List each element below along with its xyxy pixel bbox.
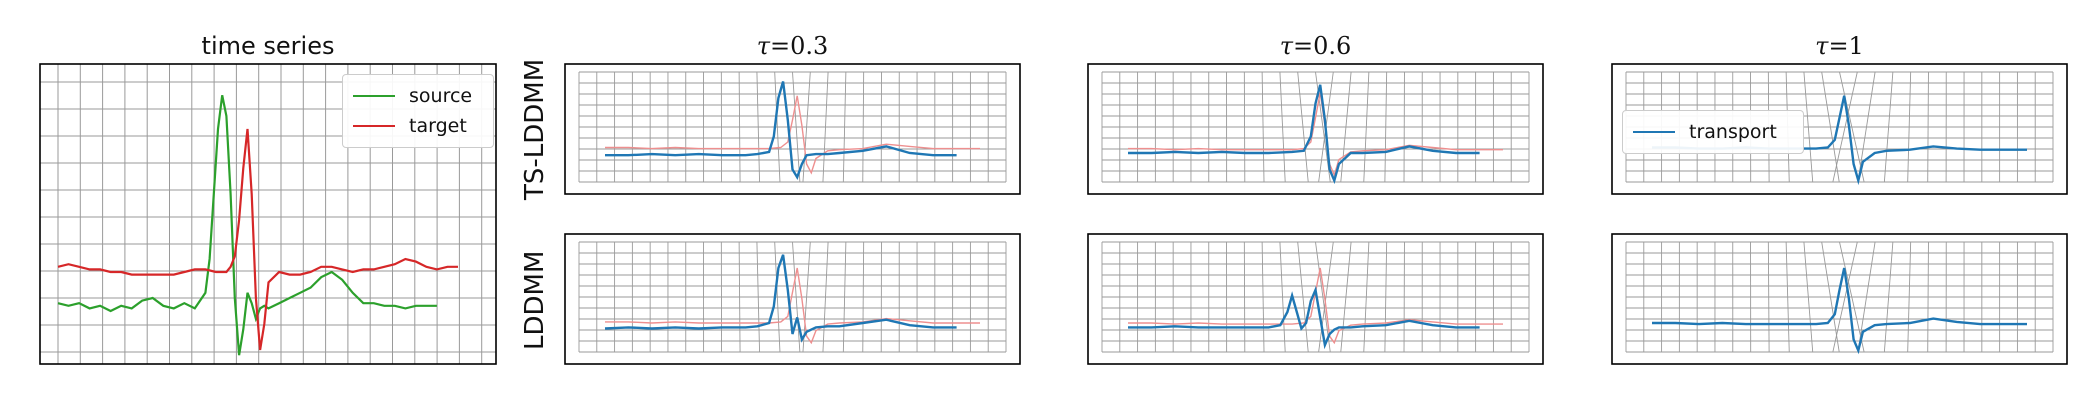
chart-plot-area-ts-lddmm-0.3 [578, 71, 1007, 183]
series-line-transport [604, 254, 957, 343]
chart-plot-area-lddmm-0.6 [1101, 241, 1530, 353]
tau-value: =1 [1828, 32, 1864, 60]
chart-plot-area-lddmm-1 [1625, 241, 2054, 355]
chart-lddmm-0.6 [1087, 233, 1544, 365]
chart-lddmm-0.3 [564, 233, 1021, 365]
legend-swatch-transport [1633, 131, 1675, 133]
legend-label-target: target [409, 115, 467, 137]
chart-frame-ts-lddmm-1 [1611, 63, 2068, 195]
chart-title-time-series: time series [201, 32, 335, 60]
legend-transport: transport [1622, 110, 1804, 154]
chart-title-tau-0.6: τ=0.6 [1088, 32, 1543, 66]
chart-frame-lddmm-1 [1611, 233, 2068, 365]
tau-symbol: τ [1815, 32, 1829, 60]
chart-frame-lddmm-0.6 [1087, 233, 1544, 365]
tau-symbol: τ [756, 32, 770, 60]
chart-title-tau-1: τ=1 [1612, 32, 2067, 66]
grid-lddmm-1 [1625, 241, 2054, 353]
grid-ts-lddmm-1 [1625, 71, 2054, 183]
chart-plot-area-ts-lddmm-0.6 [1101, 71, 1530, 185]
chart-plot-area-lddmm-0.3 [578, 241, 1007, 353]
chart-frame-ts-lddmm-0.3 [564, 63, 1021, 195]
series-line-target [605, 95, 980, 175]
grid-lddmm-0.6 [1101, 241, 1530, 353]
chart-title-tau-0.3: τ=0.3 [565, 32, 1020, 66]
series-line-transport [1128, 84, 1480, 185]
tau-value: =0.6 [1293, 32, 1352, 60]
chart-lddmm-1 [1611, 233, 2068, 365]
series-line-source [57, 94, 437, 356]
legend-swatch-target [353, 125, 395, 127]
series-line-target [57, 128, 458, 351]
tau-value: =0.3 [770, 32, 829, 60]
chart-frame-lddmm-0.3 [564, 233, 1021, 365]
chart-ts-lddmm-0.3 [564, 63, 1021, 195]
series-line-transport [1128, 285, 1480, 350]
chart-frame-time-series [39, 63, 497, 365]
legend-time-series: source target [342, 74, 494, 148]
grid-lddmm-0.3 [578, 241, 1007, 353]
chart-frame-ts-lddmm-0.6 [1087, 63, 1544, 195]
legend-item-target: target [353, 111, 483, 141]
series-line-transport [605, 81, 957, 180]
chart-plot-area-ts-lddmm-1 [1625, 71, 2054, 186]
chart-ts-lddmm-0.6 [1087, 63, 1544, 195]
legend-label-transport: transport [1689, 121, 1777, 143]
series-line-target [605, 267, 980, 345]
grid-ts-lddmm-0.6 [1101, 71, 1530, 183]
legend-label-source: source [409, 85, 473, 107]
legend-swatch-source [353, 95, 395, 97]
series-line-transport [1652, 267, 2027, 355]
legend-item-source: source [353, 81, 483, 111]
chart-ts-lddmm-1 [1611, 63, 2068, 195]
tau-symbol: τ [1279, 32, 1293, 60]
series-line-target [1128, 267, 1503, 345]
legend-item-transport: transport [1633, 117, 1793, 147]
